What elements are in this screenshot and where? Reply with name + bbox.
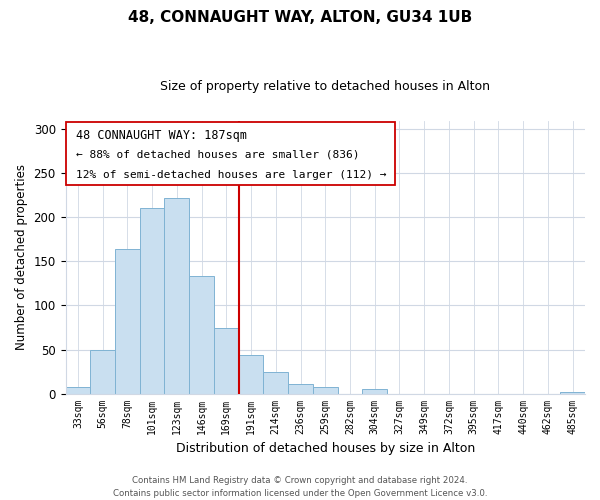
Bar	[214, 328, 239, 394]
Bar	[164, 198, 189, 394]
Text: 48 CONNAUGHT WAY: 187sqm: 48 CONNAUGHT WAY: 187sqm	[76, 128, 247, 141]
Bar	[140, 208, 164, 394]
Bar	[560, 392, 585, 394]
Bar	[65, 388, 90, 394]
Bar	[115, 249, 140, 394]
X-axis label: Distribution of detached houses by size in Alton: Distribution of detached houses by size …	[176, 442, 475, 455]
Bar	[90, 350, 115, 394]
Title: Size of property relative to detached houses in Alton: Size of property relative to detached ho…	[160, 80, 490, 93]
Bar	[189, 276, 214, 394]
Bar	[313, 386, 338, 394]
Y-axis label: Number of detached properties: Number of detached properties	[15, 164, 28, 350]
Bar	[239, 355, 263, 394]
Text: Contains HM Land Registry data © Crown copyright and database right 2024.
Contai: Contains HM Land Registry data © Crown c…	[113, 476, 487, 498]
Bar	[263, 372, 288, 394]
FancyBboxPatch shape	[65, 122, 395, 184]
Text: 12% of semi-detached houses are larger (112) →: 12% of semi-detached houses are larger (…	[76, 170, 386, 179]
Bar	[362, 389, 387, 394]
Text: ← 88% of detached houses are smaller (836): ← 88% of detached houses are smaller (83…	[76, 149, 359, 159]
Text: 48, CONNAUGHT WAY, ALTON, GU34 1UB: 48, CONNAUGHT WAY, ALTON, GU34 1UB	[128, 10, 472, 25]
Bar	[288, 384, 313, 394]
